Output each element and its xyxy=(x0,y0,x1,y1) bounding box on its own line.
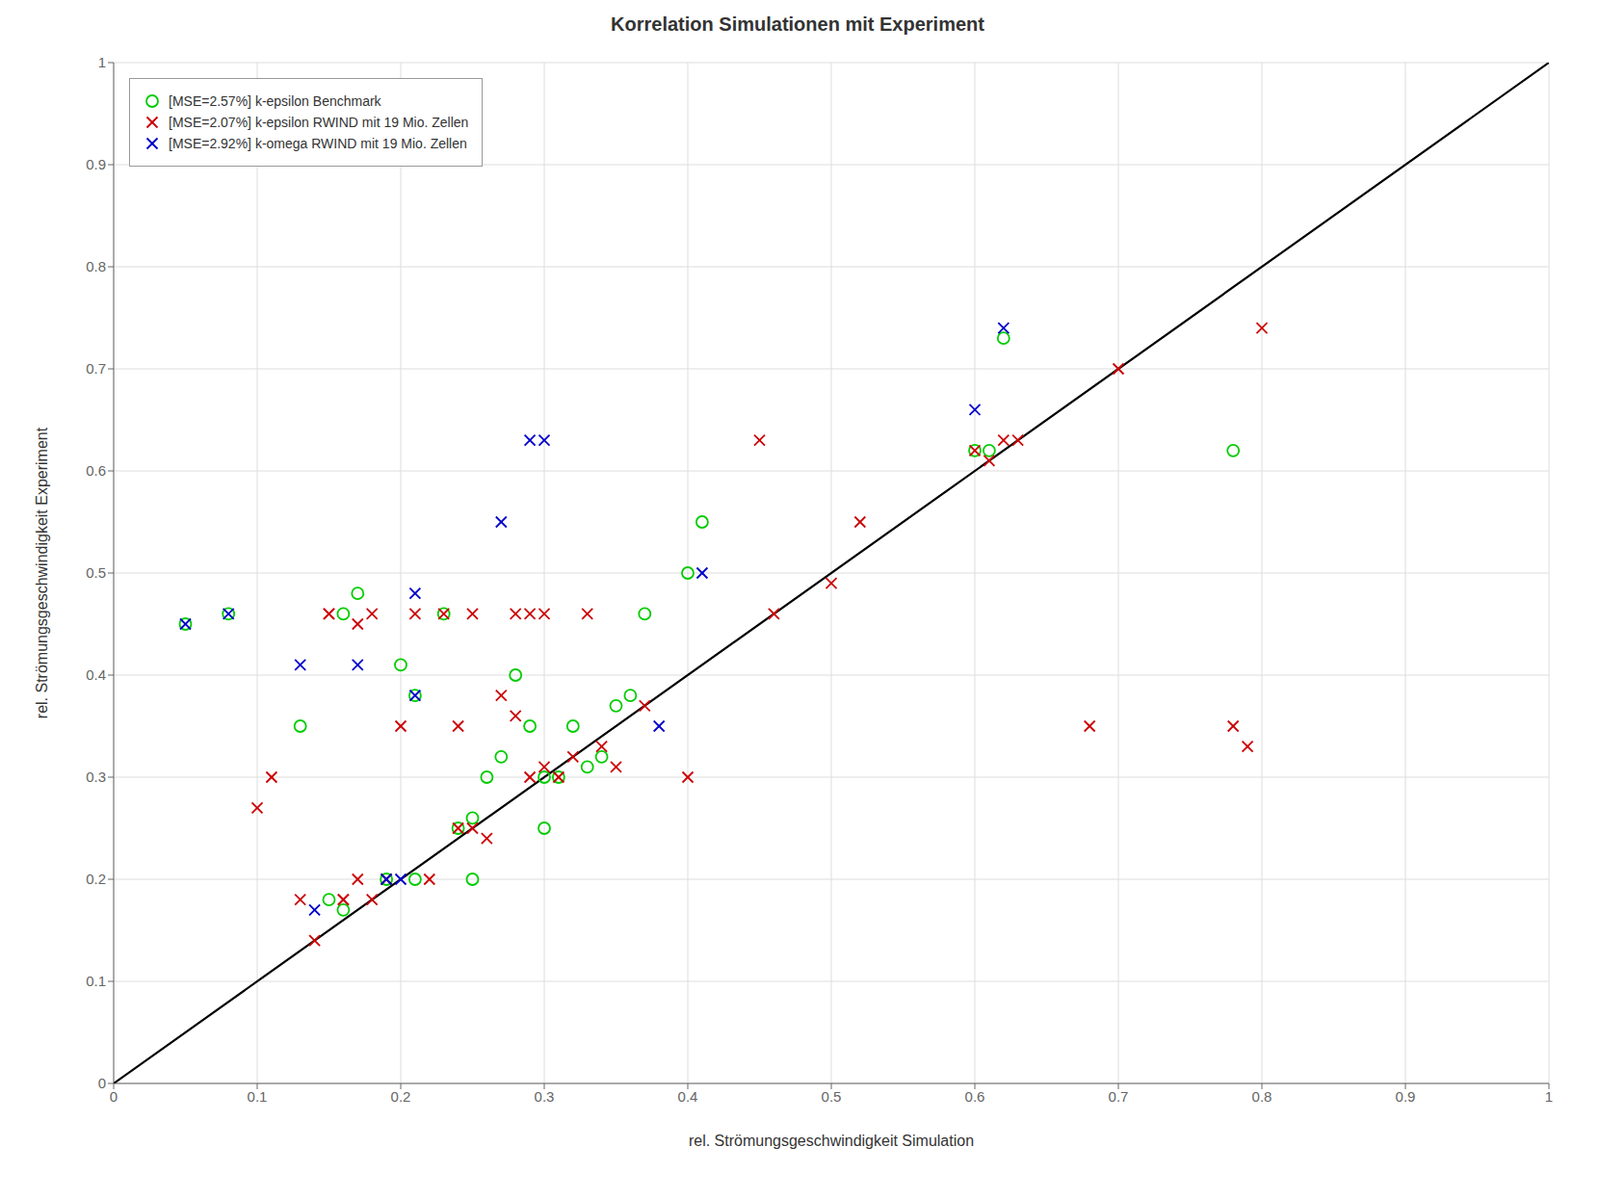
svg-text:0.7: 0.7 xyxy=(85,360,106,377)
svg-text:0.3: 0.3 xyxy=(85,768,106,786)
svg-text:0.5: 0.5 xyxy=(85,564,106,581)
html-text:Korrelation Simulationen mit E: Korrelation Simulationen mit Experiment xyxy=(610,13,985,35)
html-text:[MSE=2.07%] k-epsilon RWIND mi: [MSE=2.07%] k-epsilon RWIND mit 19 Mio. … xyxy=(168,114,469,131)
svg-text:0: 0 xyxy=(98,1075,106,1092)
svg-text:rel. Strömungsgeschwindigkeit: rel. Strömungsgeschwindigkeit Experiment xyxy=(33,426,51,719)
svg-text:0.2: 0.2 xyxy=(391,1088,412,1105)
svg-text:0.9: 0.9 xyxy=(85,156,106,173)
svg-text:1: 1 xyxy=(98,53,106,71)
svg-text:0.1: 0.1 xyxy=(247,1088,268,1105)
svg-text:0.4: 0.4 xyxy=(85,666,106,683)
html-text:[MSE=2.57%] k-epsilon Benchmar: [MSE=2.57%] k-epsilon Benchmark xyxy=(168,93,382,109)
svg-text:0.1: 0.1 xyxy=(85,972,106,990)
svg-text:0.9: 0.9 xyxy=(1395,1088,1417,1105)
svg-text:0.8: 0.8 xyxy=(1252,1088,1273,1105)
svg-text:rel. Strömungsgeschwindigkeit: rel. Strömungsgeschwindigkeit Simulation xyxy=(688,1132,974,1150)
svg-text:0.6: 0.6 xyxy=(965,1088,986,1105)
svg-text:0.7: 0.7 xyxy=(1108,1088,1129,1105)
svg-text:0.3: 0.3 xyxy=(534,1088,555,1105)
svg-text:0.2: 0.2 xyxy=(85,870,106,888)
svg-text:0.5: 0.5 xyxy=(821,1088,842,1105)
svg-text:0: 0 xyxy=(109,1088,118,1105)
html-text:[MSE=2.92%] k-omega RWIND mit: [MSE=2.92%] k-omega RWIND mit 19 Mio. Ze… xyxy=(168,135,467,152)
svg-text:0.4: 0.4 xyxy=(678,1088,699,1105)
svg-text:0.8: 0.8 xyxy=(85,258,106,275)
svg-text:1: 1 xyxy=(1545,1088,1553,1105)
svg-text:0.6: 0.6 xyxy=(85,462,106,479)
